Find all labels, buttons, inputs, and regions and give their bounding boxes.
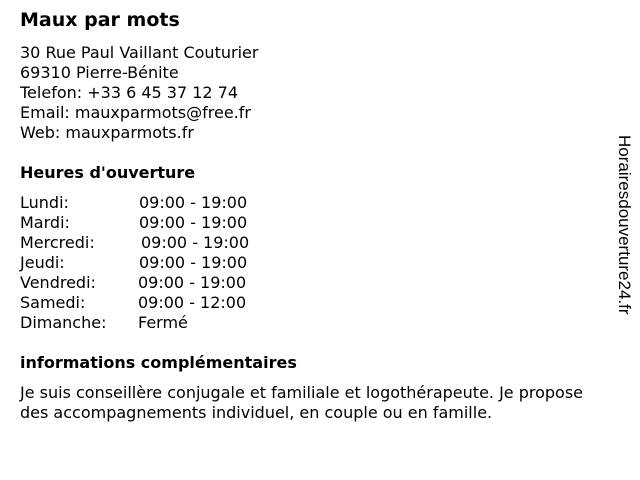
day-time: 09:00 - 12:00 bbox=[138, 293, 247, 312]
hours-table: Lundi: 09:00 - 19:00 Mardi: 09:00 - 19:00 … bbox=[20, 193, 249, 333]
day-time: 09:00 - 19:00 bbox=[139, 213, 248, 232]
hours-row: Jeudi: 09:00 - 19:00 bbox=[20, 253, 249, 273]
day-label: Lundi: bbox=[20, 193, 69, 212]
hours-title: Heures d'ouverture bbox=[20, 163, 196, 182]
hours-row: Vendredi: 09:00 - 19:00 bbox=[20, 273, 249, 293]
watermark: Horairesdouverture24.fr bbox=[615, 135, 634, 315]
email: Email: mauxparmots@free.fr bbox=[20, 103, 251, 122]
day-label: Vendredi: bbox=[20, 273, 96, 292]
day-time: 09:00 - 19:00 bbox=[141, 233, 250, 252]
hours-row: Dimanche: Fermé bbox=[20, 313, 249, 333]
hours-row: Lundi: 09:00 - 19:00 bbox=[20, 193, 249, 213]
hours-row: Mercredi: 09:00 - 19:00 bbox=[20, 233, 249, 253]
day-time: Fermé bbox=[138, 313, 188, 332]
business-name: Maux par mots bbox=[20, 9, 180, 31]
phone: Telefon: +33 6 45 37 12 74 bbox=[20, 83, 239, 102]
contact-block: 30 Rue Paul Vaillant Couturier 69310 Pie… bbox=[20, 43, 258, 143]
day-label: Dimanche: bbox=[20, 313, 107, 332]
hours-row: Mardi: 09:00 - 19:00 bbox=[20, 213, 249, 233]
day-label: Samedi: bbox=[20, 293, 86, 312]
day-time: 09:00 - 19:00 bbox=[139, 193, 248, 212]
hours-row: Samedi: 09:00 - 12:00 bbox=[20, 293, 249, 313]
website: Web: mauxparmots.fr bbox=[20, 123, 194, 142]
day-label: Mercredi: bbox=[20, 233, 95, 252]
day-label: Jeudi: bbox=[20, 253, 65, 272]
day-label: Mardi: bbox=[20, 213, 70, 232]
address-street: 30 Rue Paul Vaillant Couturier bbox=[20, 43, 259, 62]
info-text: Je suis conseillère conjugale et familia… bbox=[20, 383, 584, 422]
address-city: 69310 Pierre-Bénite bbox=[20, 63, 179, 82]
info-title: informations complémentaires bbox=[20, 353, 297, 372]
day-time: 09:00 - 19:00 bbox=[139, 253, 248, 272]
day-time: 09:00 - 19:00 bbox=[138, 273, 247, 292]
